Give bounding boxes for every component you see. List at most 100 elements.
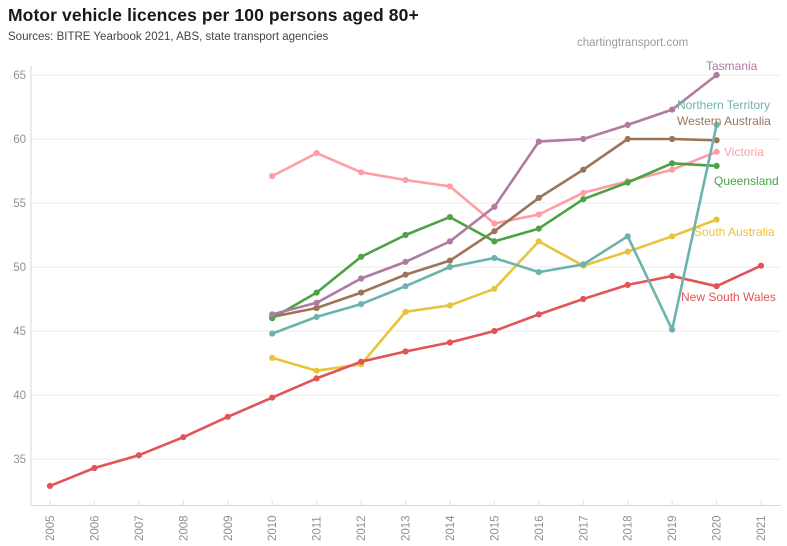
series-point-new-south-wales — [46, 482, 54, 489]
series-point-new-south-wales — [624, 281, 631, 288]
y-tick-label: 40 — [13, 390, 26, 402]
y-tick-label: 60 — [13, 134, 26, 146]
series-point-south-australia — [491, 285, 498, 292]
series-point-tasmania — [269, 311, 276, 318]
series-point-new-south-wales — [757, 262, 765, 269]
x-tick-label: 2021 — [756, 515, 768, 541]
y-tick-label: 35 — [13, 454, 26, 466]
series-point-victoria — [402, 176, 409, 184]
series-label-victoria: Victoria — [724, 145, 764, 159]
series-point-victoria — [713, 148, 720, 155]
series-point-victoria — [580, 189, 587, 196]
series-point-tasmania — [713, 71, 720, 79]
y-tick-label: 50 — [13, 262, 26, 274]
series-point-south-australia — [669, 233, 676, 240]
series-point-queensland — [535, 225, 542, 232]
series-point-new-south-wales — [224, 413, 231, 420]
series-point-western-australia — [358, 289, 365, 296]
series-line-new-south-wales — [48, 264, 763, 488]
x-tick-label: 2013 — [401, 515, 413, 541]
series-point-queensland — [358, 253, 365, 260]
x-tick-label: 2009 — [223, 515, 235, 541]
series-point-queensland — [669, 160, 676, 167]
series-point-new-south-wales — [402, 348, 409, 355]
series-point-new-south-wales — [713, 283, 720, 290]
series-point-northern-territory — [313, 313, 320, 320]
series-point-new-south-wales — [269, 394, 276, 401]
series-point-queensland — [313, 289, 320, 296]
x-tick-label: 2014 — [445, 515, 457, 541]
series-label-tasmania: Tasmania — [706, 59, 758, 73]
series-point-northern-territory — [713, 121, 720, 128]
series-point-south-australia — [446, 302, 453, 309]
x-tick-label: 2010 — [267, 515, 279, 541]
series-point-western-australia — [535, 194, 542, 201]
series-point-queensland — [580, 196, 587, 203]
series-point-northern-territory — [624, 233, 631, 240]
sources-caption: Sources: BITRE Yearbook 2021, ABS, state… — [8, 31, 329, 43]
y-tick-label: 55 — [13, 198, 26, 210]
series-point-new-south-wales — [580, 295, 587, 303]
series-point-south-australia — [535, 238, 542, 245]
series-point-victoria — [669, 166, 676, 173]
series-point-south-australia — [269, 354, 276, 361]
series-point-victoria — [358, 169, 365, 176]
series-label-northern-territory: Northern Territory — [677, 98, 770, 112]
series-point-western-australia — [624, 135, 631, 143]
series-point-tasmania — [446, 238, 453, 245]
series-label-new-south-wales: New South Wales — [681, 290, 776, 304]
series-point-tasmania — [358, 275, 365, 282]
series-point-northern-territory — [269, 330, 276, 337]
x-tick-label: 2007 — [134, 515, 146, 541]
series-point-western-australia — [402, 271, 409, 278]
series-point-western-australia — [446, 257, 453, 264]
series-point-south-australia — [313, 367, 320, 374]
page-title: Motor vehicle licences per 100 persons a… — [8, 5, 419, 25]
series-point-western-australia — [669, 135, 676, 143]
series-point-western-australia — [313, 304, 320, 312]
series-point-queensland — [713, 162, 720, 169]
series-point-tasmania — [624, 121, 631, 128]
series-point-western-australia — [491, 228, 498, 235]
series-point-queensland — [402, 231, 409, 239]
series-point-northern-territory — [402, 283, 409, 290]
series-point-new-south-wales — [313, 375, 320, 382]
series-point-tasmania — [491, 203, 498, 210]
series-label-western-australia: Western Australia — [677, 114, 771, 128]
series-point-northern-territory — [358, 301, 365, 308]
series-point-tasmania — [580, 135, 587, 143]
series-point-south-australia — [624, 248, 631, 255]
series-point-new-south-wales — [446, 339, 453, 346]
x-tick-label: 2017 — [578, 515, 590, 541]
series-point-queensland — [624, 179, 631, 186]
series-label-south-australia: South Australia — [694, 225, 775, 239]
series-point-victoria — [535, 211, 542, 218]
x-tick-label: 2020 — [712, 515, 724, 541]
x-tick-label: 2011 — [312, 516, 324, 541]
watermark-text: chartingtransport.com — [577, 37, 689, 49]
series-point-northern-territory — [446, 263, 453, 271]
series-line-victoria — [270, 150, 718, 225]
series-point-new-south-wales — [358, 358, 365, 365]
series-point-tasmania — [313, 299, 320, 306]
series-point-south-australia — [402, 308, 409, 315]
x-tick-label: 2005 — [45, 515, 57, 541]
series-point-new-south-wales — [535, 311, 542, 318]
series-point-northern-territory — [580, 261, 587, 268]
series-point-northern-territory — [491, 254, 498, 262]
series-line-tasmania — [270, 73, 718, 316]
series-point-northern-territory — [669, 326, 676, 333]
x-tick-label: 2018 — [623, 515, 635, 541]
series-point-tasmania — [669, 106, 676, 113]
series-point-western-australia — [713, 137, 720, 144]
series-label-queensland: Queensland — [714, 174, 779, 188]
x-tick-label: 2019 — [667, 515, 679, 541]
series-point-new-south-wales — [135, 452, 142, 459]
y-tick-label: 45 — [13, 326, 26, 338]
series-point-western-australia — [580, 166, 587, 173]
x-tick-label: 2008 — [178, 515, 190, 541]
x-tick-label: 2006 — [89, 515, 101, 541]
series-point-victoria — [491, 220, 498, 227]
series-point-new-south-wales — [669, 272, 676, 280]
